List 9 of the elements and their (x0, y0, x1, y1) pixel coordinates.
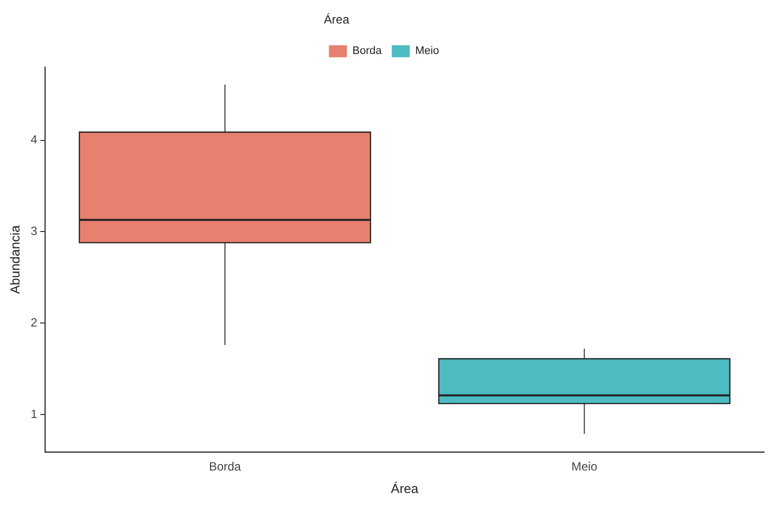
legend-label: Borda (352, 45, 383, 58)
legend-title: Área (324, 12, 350, 26)
y-tick-label: 2 (30, 315, 38, 330)
y-tick-label: 1 (30, 406, 38, 421)
y-tick-label: 3 (30, 224, 38, 238)
y-axis-title: Abundancia (7, 224, 22, 294)
legend-label: Meio (415, 45, 440, 58)
y-tick-label: 4 (30, 132, 38, 147)
x-axis-title: Área (390, 480, 420, 496)
